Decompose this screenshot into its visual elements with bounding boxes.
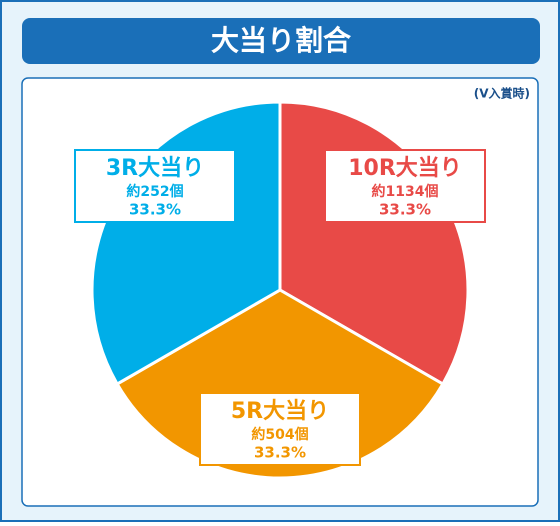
subtitle: (V入賞時) xyxy=(474,86,530,101)
value-label: 33.3% xyxy=(129,201,181,219)
slice-label: 10R大当り xyxy=(348,156,462,181)
value-label: 33.3% xyxy=(254,444,306,462)
pie-slice xyxy=(115,288,445,480)
title-bar xyxy=(22,18,540,64)
label-box xyxy=(199,392,361,466)
slice-label: 5R大当り xyxy=(231,399,329,424)
label-box xyxy=(74,149,236,223)
labels: 10R大当り約1134個33.3%5R大当り約504個33.3%3R大当り約25… xyxy=(74,149,486,466)
count-label: 約504個 xyxy=(251,426,308,443)
label-box xyxy=(324,149,486,223)
slice-label: 3R大当り xyxy=(106,156,204,181)
value-label: 33.3% xyxy=(379,201,431,219)
chart-title: 大当り割合 xyxy=(211,24,352,57)
count-label: 約252個 xyxy=(126,183,183,200)
count-label: 約1134個 xyxy=(372,183,439,200)
